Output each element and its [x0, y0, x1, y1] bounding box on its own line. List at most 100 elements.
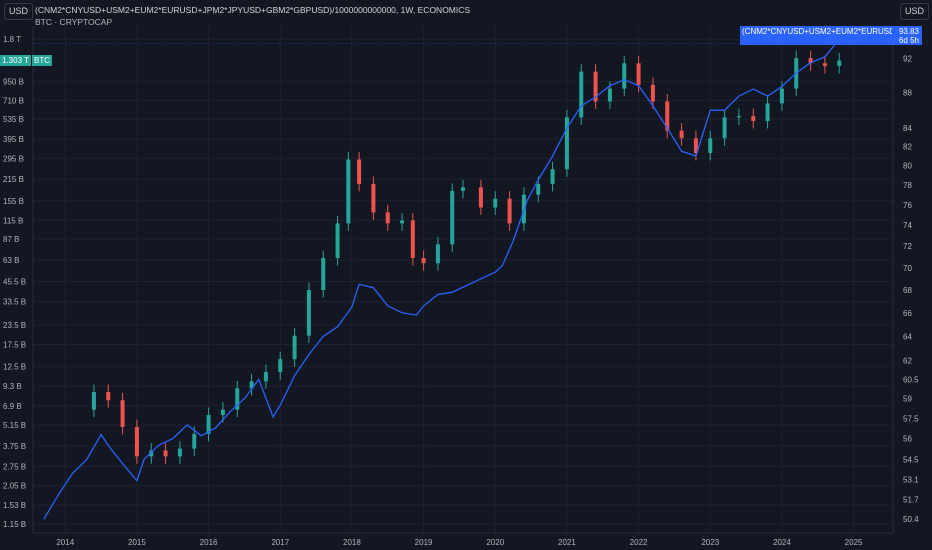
btc-candle-body	[91, 392, 96, 410]
year-tick-label: 2021	[558, 538, 576, 547]
right-tick-label: 62	[903, 357, 912, 366]
btc-candle-body	[765, 103, 770, 122]
right-tick-label: 68	[903, 286, 912, 295]
btc-candle-body	[593, 71, 598, 102]
btc-candles	[91, 50, 842, 464]
year-tick-label: 2019	[415, 538, 433, 547]
btc-candle-body	[278, 359, 283, 373]
left-tick-label: 1.53 B	[3, 501, 26, 510]
year-tick-label: 2018	[343, 538, 361, 547]
time-axis[interactable]: 2014 2015 2016 2017 2018 2019 2020 2021 2022 2023…	[56, 538, 863, 547]
left-tick-label: 5.15 B	[3, 421, 26, 430]
right-tick-label: 70	[903, 264, 912, 273]
btc-candle-body	[371, 183, 376, 213]
btc-candle-body	[507, 198, 512, 224]
btc-candle-body	[249, 381, 254, 389]
btc-candle-body	[837, 60, 842, 66]
btc-candle-body	[357, 159, 362, 184]
left-currency-button[interactable]: USD	[4, 3, 34, 20]
btc-candle-body	[450, 190, 455, 245]
right-tick-label: 57.5	[903, 414, 919, 423]
m2-series-line	[43, 43, 837, 520]
right-price-axis[interactable]: 92 88 84 82 80 78 76 74 72 70 68 66 64 62 60.5 59 57.5 56…	[903, 55, 919, 525]
btc-candle-body	[149, 450, 154, 457]
btc-candle-body	[550, 169, 555, 184]
btc-candle-body	[493, 198, 498, 208]
btc-candle-body	[435, 244, 440, 264]
btc-candle-body	[636, 63, 641, 85]
right-tick-label: 64	[903, 332, 912, 341]
btc-candle-body	[421, 258, 426, 264]
right-tick-label: 51.7	[903, 496, 919, 505]
year-tick-label: 2020	[486, 538, 504, 547]
right-tick-label: 74	[903, 221, 912, 230]
btc-candle-body	[693, 138, 698, 154]
btc-candle-body	[206, 414, 211, 434]
left-tick-label: 535 B	[3, 115, 24, 124]
right-currency-button[interactable]: USD	[899, 3, 929, 20]
btc-candle-body	[346, 159, 351, 224]
right-tick-label: 56	[903, 435, 912, 444]
btc-candle-body	[478, 187, 483, 208]
right-tick-label: 80	[903, 162, 912, 171]
year-tick-label: 2022	[630, 538, 648, 547]
m2-badge-name: (CNM2*CNYUSD+USM2+EUM2*EURUSD+JPM2*JPY..…	[742, 27, 892, 36]
btc-candle-body	[461, 187, 465, 191]
btc-candle-body	[736, 116, 741, 118]
year-tick-label: 2015	[128, 538, 146, 547]
left-tick-label: 1.8 T	[3, 35, 21, 44]
btc-candle-body	[335, 223, 340, 259]
right-tick-label: 78	[903, 181, 912, 190]
left-tick-label: 87 B	[3, 235, 19, 244]
left-tick-label: 63 B	[3, 256, 19, 265]
right-tick-label: 60.5	[903, 375, 919, 384]
btc-candle-body	[177, 448, 182, 457]
right-tick-label: 54.5	[903, 455, 919, 464]
btc-candle-body	[220, 409, 225, 415]
left-tick-label: 2.75 B	[3, 462, 26, 471]
m2-series-legend[interactable]: (CNM2*CNYUSD+USM2+EUM2*EURUSD+JPM2*JPYUS…	[35, 5, 471, 15]
btc-price-value: 1.303 T	[0, 55, 31, 66]
btc-candle-body	[650, 84, 655, 102]
btc-candle-body	[708, 138, 713, 154]
right-tick-label: 59	[903, 395, 912, 404]
right-tick-label: 88	[903, 89, 912, 98]
btc-candle-body	[665, 101, 670, 131]
right-tick-label: 92	[903, 55, 912, 64]
btc-candle-body	[321, 258, 326, 290]
btc-candle-body	[400, 220, 405, 224]
left-tick-label: 295 B	[3, 154, 24, 163]
btc-series-legend[interactable]: BTC · CRYPTOCAP	[35, 17, 113, 27]
left-tick-label: 395 B	[3, 135, 24, 144]
m2-badge-countdown: 6d 5h	[898, 36, 919, 45]
left-tick-label: 45.5 B	[3, 278, 26, 287]
right-tick-label: 76	[903, 201, 912, 210]
btc-candle-body	[679, 130, 684, 139]
left-tick-label: 710 B	[3, 97, 24, 106]
grid-lines	[32, 26, 894, 534]
year-tick-label: 2017	[271, 538, 289, 547]
btc-candle-body	[622, 63, 627, 89]
btc-candle-body	[822, 63, 827, 66]
left-price-axis[interactable]: 1.8 T 950 B 710 B 535 B 395 B 295 B 215 B 155 B…	[3, 35, 26, 529]
btc-candle-body	[410, 220, 415, 259]
btc-candle-body	[263, 372, 268, 382]
year-tick-label: 2023	[701, 538, 719, 547]
btc-candle-body	[751, 116, 756, 122]
btc-candle-body	[808, 58, 813, 64]
btc-candle-body	[306, 289, 311, 336]
btc-candle-body	[163, 450, 168, 457]
left-tick-label: 12.5 B	[3, 363, 26, 372]
btc-candle-body	[292, 335, 297, 360]
btc-candle-body	[192, 433, 197, 449]
right-tick-label: 66	[903, 309, 912, 318]
left-tick-label: 23.5 B	[3, 321, 26, 330]
btc-candle-body	[120, 400, 125, 427]
year-tick-label: 2014	[56, 538, 74, 547]
btc-candle-body	[579, 71, 584, 118]
left-tick-label: 1.15 B	[3, 520, 26, 529]
btc-candle-body	[607, 88, 612, 102]
btc-candle-body	[536, 183, 541, 195]
btc-candle-body	[779, 88, 784, 104]
